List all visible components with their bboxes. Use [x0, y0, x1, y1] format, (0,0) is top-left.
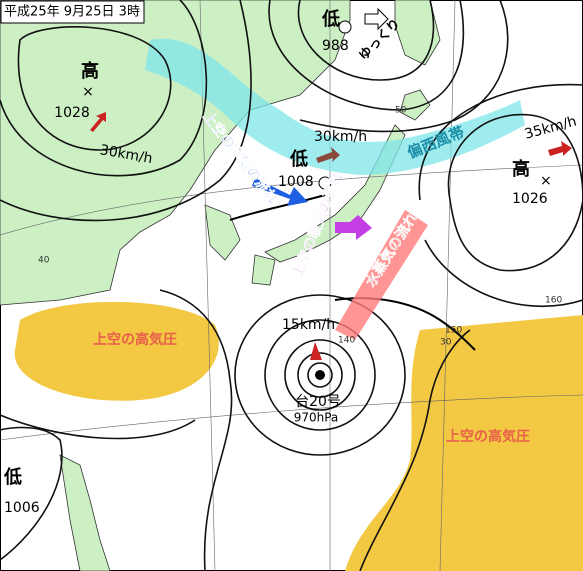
kyushu: [251, 254, 276, 286]
vapor-band: [335, 210, 428, 340]
grid-label: 30: [440, 338, 452, 348]
motion-arrow: [90, 112, 106, 132]
warm-arrow: [335, 215, 372, 240]
typhoon-motion: [310, 342, 322, 360]
westerly-band: [145, 38, 525, 175]
pressure: 1008: [278, 174, 314, 190]
high-aloft-label: 上空の高気圧: [93, 331, 177, 348]
typhoon-name: 台20号: [295, 394, 341, 410]
typhoon-center: [315, 370, 325, 380]
system-symbol: 高: [81, 60, 99, 82]
grid-label: 40: [38, 256, 50, 266]
front: [229, 194, 326, 221]
system-symbol: 高: [512, 158, 530, 180]
pressure: 988: [322, 38, 349, 54]
low-center: [338, 20, 352, 34]
pressure: 1006: [4, 500, 40, 516]
pressure: 1028: [54, 105, 90, 121]
philippines: [59, 454, 111, 571]
center-mark: ×: [540, 173, 552, 189]
cold-arrow: [252, 178, 308, 206]
grid-label: 160: [545, 296, 562, 306]
system-symbol: 低: [289, 148, 308, 170]
high-aloft-area: [345, 315, 583, 571]
grid-label: 150: [445, 326, 462, 336]
system-symbol: 低: [321, 8, 340, 30]
typhoon-speed: 15km/h: [282, 317, 335, 333]
typhoon-pressure: 970hPa: [294, 411, 339, 425]
motion-arrow: [316, 147, 340, 163]
title-box: [0, 0, 145, 24]
sakhalin: [394, 0, 441, 66]
system-symbol: 低: [3, 466, 22, 488]
grid-label: 50: [395, 106, 407, 116]
center-mark: ×: [82, 84, 94, 100]
motion-arrow: [548, 141, 572, 156]
high-aloft-area: [14, 301, 219, 401]
motion-arrow: [364, 7, 389, 31]
speed: 30km/h: [314, 129, 367, 145]
high-aloft-label: 上空の高気圧: [446, 428, 530, 445]
grid-label: 140: [338, 336, 355, 346]
honshu: [264, 124, 406, 263]
pressure: 1026: [512, 191, 548, 207]
title: 平成25年 9月25日 3時: [4, 5, 140, 20]
low-center: [318, 176, 332, 190]
